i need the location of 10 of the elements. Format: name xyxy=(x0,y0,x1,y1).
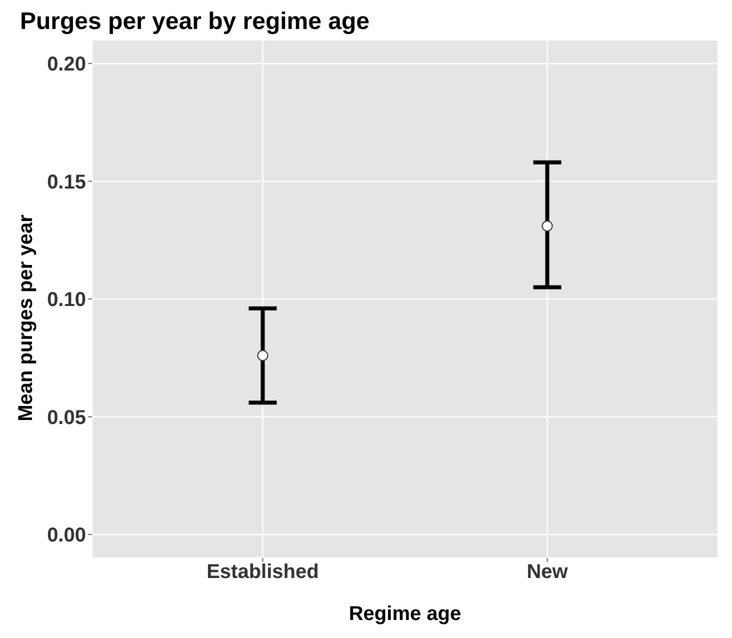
y-tick-label: 0.00 xyxy=(47,524,86,547)
y-axis-title: Mean purges per year xyxy=(15,214,37,422)
y-tick-label: 0.05 xyxy=(47,406,86,429)
chart-title: Purges per year by regime age xyxy=(20,8,370,36)
y-tick-label: 0.20 xyxy=(47,54,86,76)
x-axis-title: Regime age xyxy=(348,603,462,625)
y-tick-label: 0.10 xyxy=(47,289,86,312)
x-tick-label: New xyxy=(526,561,568,584)
x-tick-label: Established xyxy=(206,561,319,584)
y-tick-label: 0.15 xyxy=(47,171,86,194)
